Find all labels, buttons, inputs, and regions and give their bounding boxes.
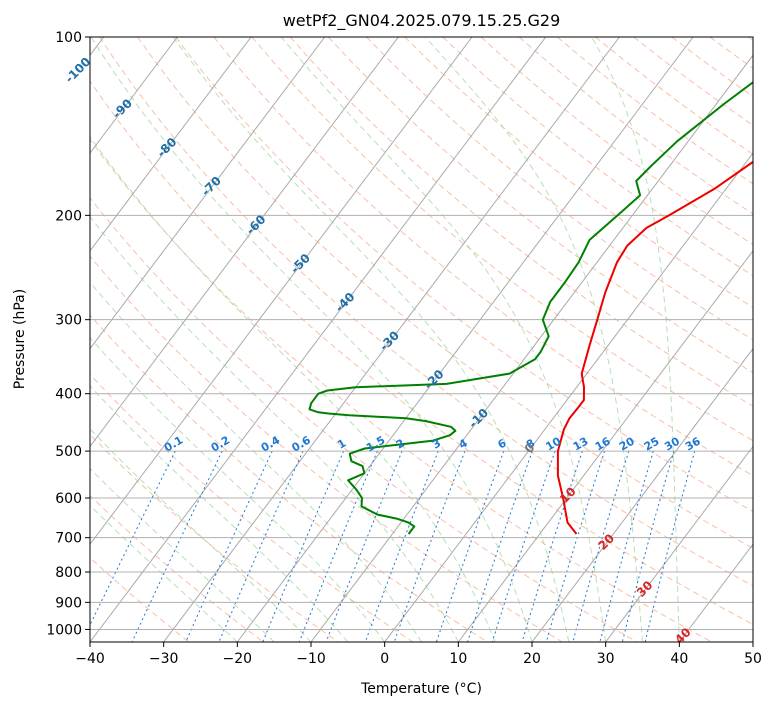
- moist-adiabat: [0, 37, 274, 642]
- dry-adiabat: [99, 37, 775, 644]
- isotherm: [458, 37, 775, 642]
- isotherm-label: -70: [199, 174, 224, 199]
- isotherm-label: -90: [110, 96, 135, 121]
- isotherm-label: 40: [672, 625, 694, 647]
- x-tick-label: 40: [670, 651, 688, 667]
- dry-adiabat: [519, 37, 775, 644]
- y-tick-label: 1000: [46, 622, 82, 638]
- isotherm-label: -30: [377, 328, 402, 353]
- y-tick-label: 700: [55, 531, 82, 547]
- isotherm-label: -60: [243, 212, 268, 237]
- mixing-ratio-line: [546, 451, 605, 644]
- mixing-ratio-line: [467, 451, 533, 644]
- dry-adiabat: [252, 37, 775, 644]
- mixing-ratio-line: [492, 451, 556, 644]
- x-tick-label: −10: [296, 651, 326, 667]
- dry-adiabat: [0, 37, 566, 644]
- dry-adiabat: [367, 37, 775, 644]
- dry-adiabat: [0, 37, 267, 644]
- dry-adiabat: [0, 37, 342, 644]
- dry-adiabat: [672, 37, 775, 644]
- moist-adiabat: [0, 37, 311, 642]
- mixing-ratio-line: [622, 451, 674, 644]
- dry-adiabat: [405, 37, 775, 644]
- dry-adiabat: [710, 37, 775, 644]
- temperature-line: [558, 37, 775, 534]
- x-axis: −40 −30 −20 −10 0 10 20 30 40 50: [75, 642, 762, 667]
- moist-adiabat: [91, 37, 532, 642]
- mixing-ratio-label: 6: [495, 436, 508, 451]
- x-tick-label: 10: [449, 651, 467, 667]
- isotherm: [0, 37, 325, 642]
- moist-adiabat: [425, 37, 642, 642]
- mixing-ratio-line: [298, 451, 377, 644]
- x-tick-label: −40: [75, 651, 105, 667]
- mixing-ratio-line: [364, 451, 438, 644]
- dry-adiabat: [0, 37, 492, 644]
- x-tick-label: 20: [523, 651, 541, 667]
- y-tick-label: 200: [55, 208, 82, 224]
- dewpoint-line: [310, 37, 775, 534]
- isotherm-label: -10: [466, 406, 491, 431]
- y-tick-label: 300: [55, 313, 82, 329]
- x-tick-label: −30: [149, 651, 179, 667]
- isotherm-label: -40: [332, 290, 357, 315]
- dry-adiabat: [634, 37, 775, 644]
- mixing-ratio-line: [645, 451, 695, 644]
- isotherm: [385, 37, 775, 642]
- y-tick-label: 800: [55, 565, 82, 581]
- y-axis-label: Pressure (hPa): [12, 289, 28, 389]
- isotherm: [90, 37, 546, 642]
- x-tick-label: −20: [223, 651, 253, 667]
- y-tick-label: 400: [55, 387, 82, 403]
- y-tick-label: 900: [55, 595, 82, 611]
- isotherm: [532, 37, 775, 642]
- isotherm-label: -80: [154, 135, 179, 160]
- isotherm-label: -50: [288, 251, 313, 276]
- x-tick-label: 30: [597, 651, 615, 667]
- mixing-ratio-line: [393, 451, 465, 644]
- x-tick-label: 50: [744, 651, 762, 667]
- mixing-ratio-line: [131, 451, 222, 644]
- isotherm: [237, 37, 693, 642]
- dry-adiabat: [290, 37, 775, 644]
- isotherm-label: -100: [62, 55, 93, 86]
- dry-adiabat: [443, 37, 775, 644]
- dry-adiabat: [138, 37, 775, 644]
- y-tick-label: 500: [55, 444, 82, 460]
- y-tick-label: 100: [55, 30, 82, 46]
- isobar-grid: [90, 37, 753, 629]
- isotherm: [753, 37, 775, 642]
- isotherm-label: 20: [595, 531, 617, 553]
- chart-title: wetPf2_GN04.2025.079.15.25.G29: [283, 11, 561, 31]
- x-axis-label: Temperature (°C): [360, 681, 482, 697]
- plot-frame: [90, 37, 753, 642]
- isotherm-label: -20: [421, 367, 446, 392]
- moist-adiabat: [0, 37, 385, 642]
- dry-adiabat: [214, 37, 775, 644]
- y-tick-label: 600: [55, 491, 82, 507]
- moist-adiabat: [0, 37, 421, 642]
- y-axis: 100 200 300 400 500 600 700 800 900 1000: [46, 30, 90, 638]
- dry-adiabat: [748, 37, 775, 644]
- x-tick-label: 0: [380, 651, 389, 667]
- profiles: [310, 37, 775, 534]
- moist-adiabat: [0, 37, 237, 642]
- mixing-ratio-label: 4: [457, 436, 470, 451]
